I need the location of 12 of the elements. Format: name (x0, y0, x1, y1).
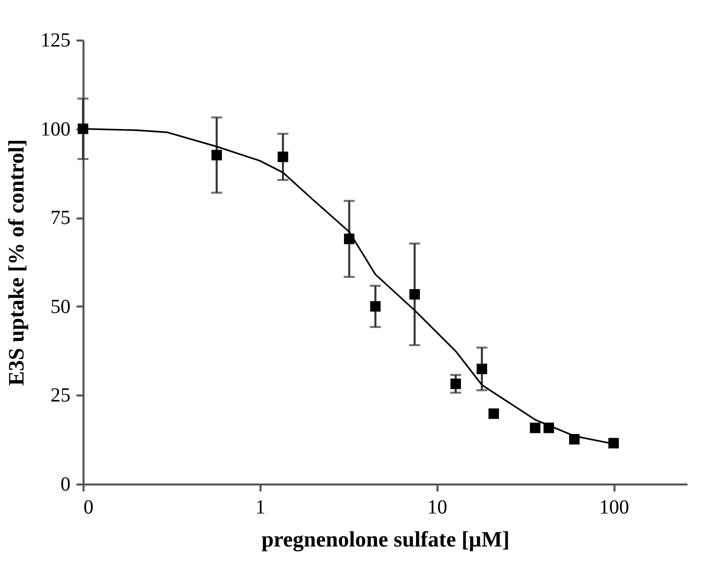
y-tick-label: 75 (50, 207, 70, 230)
x-axis-title: pregnenolone sulfate [µM] (261, 526, 510, 552)
y-tick-label: 25 (50, 384, 70, 407)
x-tick-label: 1 (255, 496, 266, 518)
x-tick-label: 0 (84, 496, 94, 518)
x-tick-label: 10 (427, 496, 448, 518)
y-axis-title: E3S uptake [% of control] (4, 139, 28, 386)
y-tick-label: 0 (60, 474, 70, 496)
y-tick-label: 50 (50, 296, 70, 318)
x-tick-label: 100 (599, 496, 630, 518)
y-tick-label: 125 (40, 30, 70, 52)
y-tick-label: 100 (40, 118, 70, 140)
